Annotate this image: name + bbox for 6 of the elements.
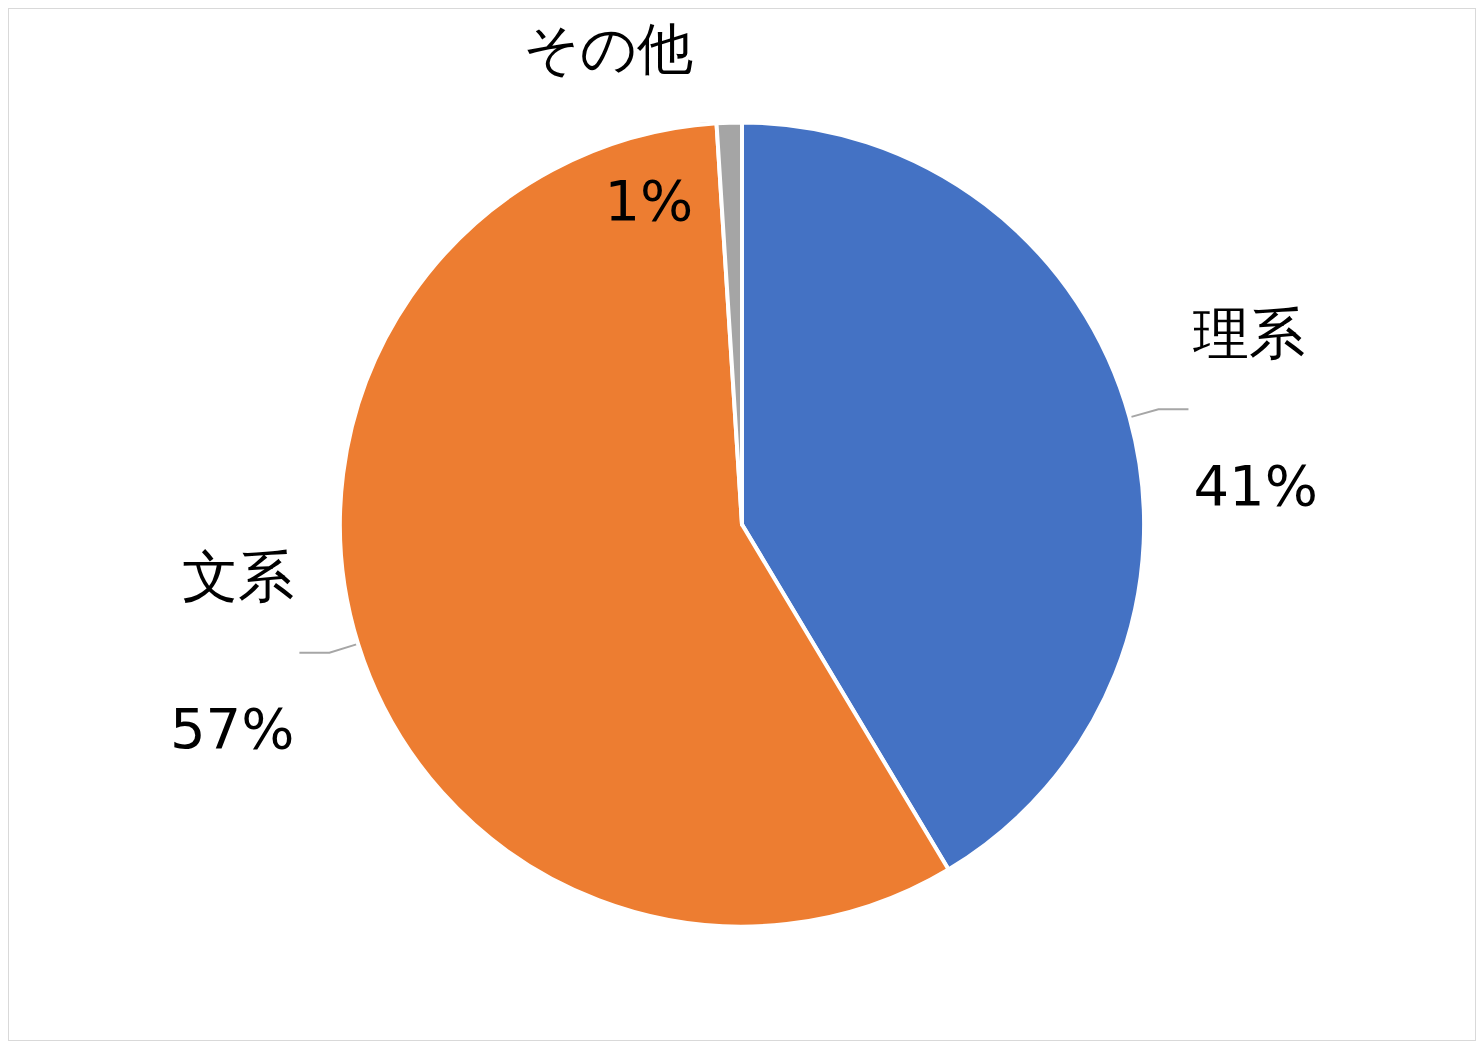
data-label: 1% <box>604 167 694 233</box>
slice-label: 文系 <box>182 544 295 610</box>
slice-label: その他 <box>523 15 694 81</box>
data-label: 57% <box>169 696 295 762</box>
slice-label: 理系 <box>1193 300 1306 366</box>
data-label: 41% <box>1193 452 1318 518</box>
